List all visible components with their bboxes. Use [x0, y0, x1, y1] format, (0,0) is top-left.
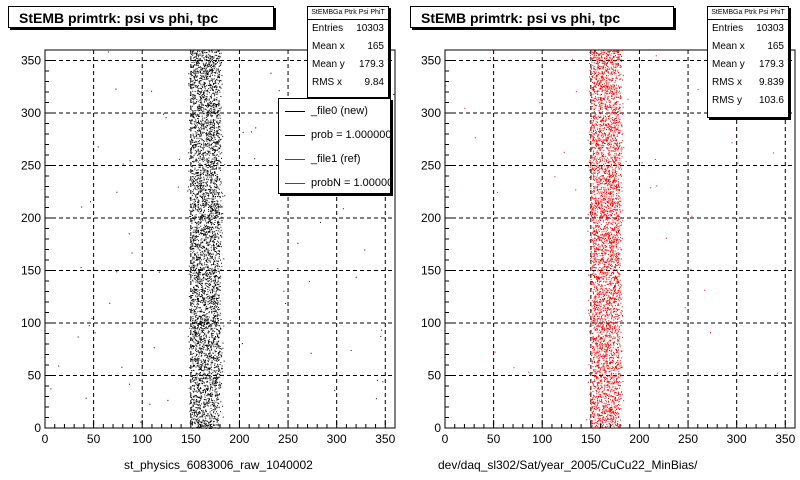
stats-row: Mean y 179.3 — [712, 59, 784, 70]
left-plot-title: StEMB primtrk: psi vs phi, tpc — [8, 6, 274, 28]
right-scatter-plot: 0 50 100 150 200 250 300 350 0 50 100 150 200 250 300 3… — [421, 49, 796, 446]
scatter-points — [445, 50, 787, 429]
y-tick-label: 250 — [421, 159, 441, 173]
scatter-points — [50, 50, 395, 429]
y-tick-label: 350 — [21, 54, 41, 68]
legend-entry: _file1 (ref) — [279, 147, 390, 171]
right-stats-box: StEMBGa Ptrk Psi PhiT Entries 10303 Mean … — [707, 6, 789, 118]
stats-row: Mean x 165 — [712, 41, 784, 52]
stats-header: StEMBGa Ptrk Psi PhiT — [308, 7, 388, 20]
y-tick-label: 50 — [28, 369, 42, 383]
x-tick-label: 100 — [132, 432, 152, 446]
y-tick-label: 350 — [421, 54, 441, 68]
x-tick-label: 150 — [581, 432, 601, 446]
legend-entry: prob = 1.000000 — [279, 123, 390, 147]
y-tick-label: 0 — [434, 421, 441, 435]
x-tick-label: 50 — [487, 432, 501, 446]
stats-row: RMS x 9.839 — [712, 77, 784, 88]
y-tick-label: 200 — [421, 211, 441, 225]
stats-row: Mean x 165 — [312, 41, 384, 52]
y-tick-label: 150 — [421, 264, 441, 278]
y-tick-label: 0 — [34, 421, 41, 435]
left-stats-box: StEMBGa Ptrk Psi PhiT Entries 10303 Mean … — [307, 6, 389, 98]
y-tick-label: 100 — [421, 316, 441, 330]
left-x-axis-label: st_physics_6083006_raw_1040002 — [124, 458, 313, 472]
x-tick-label: 200 — [229, 432, 249, 446]
stats-header: StEMBGa Ptrk Psi PhiT — [708, 7, 788, 20]
y-tick-label: 300 — [21, 106, 41, 120]
x-tick-label: 300 — [327, 432, 347, 446]
stats-row: RMS x 9.84 — [312, 77, 384, 88]
x-tick-label: 0 — [42, 432, 49, 446]
stats-row: Entries 10303 — [312, 23, 384, 34]
x-tick-label: 300 — [727, 432, 747, 446]
stats-row: RMS y 103.6 — [712, 95, 784, 106]
right-plot-title: StEMB primtrk: psi vs phi, tpc — [410, 6, 674, 28]
legend-entry: _file0 (new) — [279, 99, 390, 123]
x-tick-label: 350 — [375, 432, 395, 446]
stats-row: Mean y 179.3 — [312, 59, 384, 70]
y-tick-label: 100 — [21, 316, 41, 330]
x-tick-label: 250 — [278, 432, 298, 446]
right-x-axis-label: dev/daq_sl302/Sat/year_2005/CuCu22_MinBi… — [438, 458, 698, 472]
y-tick-label: 200 — [21, 211, 41, 225]
x-tick-label: 150 — [181, 432, 201, 446]
y-tick-label: 50 — [428, 369, 442, 383]
x-tick-label: 50 — [87, 432, 101, 446]
x-tick-label: 200 — [629, 432, 649, 446]
y-tick-label: 150 — [21, 264, 41, 278]
x-tick-label: 100 — [532, 432, 552, 446]
x-tick-label: 350 — [775, 432, 795, 446]
legend-box: _file0 (new) prob = 1.000000 _file1 (ref… — [278, 98, 391, 194]
x-tick-label: 0 — [442, 432, 449, 446]
x-tick-label: 250 — [678, 432, 698, 446]
legend-entry: probN = 1.000000 — [279, 171, 390, 193]
y-tick-label: 300 — [421, 106, 441, 120]
stats-row: Entries 10303 — [712, 23, 784, 34]
y-tick-label: 250 — [21, 159, 41, 173]
